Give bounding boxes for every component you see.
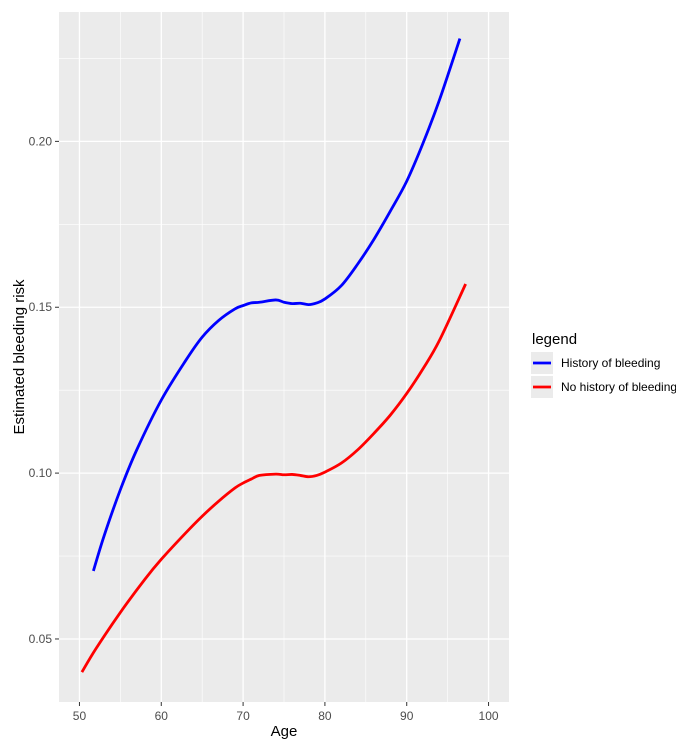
series-line-no-history-of-bleeding [80,283,467,673]
legend-title: legend [532,331,577,348]
y-tick-label: 0.15 [29,300,53,314]
x-tick-label: 80 [318,709,332,723]
y-tick-label: 0.10 [29,466,53,480]
series-lines [80,38,467,673]
legend-label-history-of-bleeding: History of bleeding [561,356,660,370]
minor-gridlines [59,12,509,702]
y-tick-label: 0.05 [29,632,53,646]
x-tick-label: 70 [236,709,250,723]
x-tick-label: 60 [155,709,169,723]
y-axis-title: Estimated bleeding risk [11,279,28,435]
x-axis-title: Age [271,723,298,739]
legend-label-no-history-of-bleeding: No history of bleeding [561,380,676,394]
legend: legend History of bleeding No history of … [531,331,676,398]
legend-items: History of bleeding No history of bleedin… [531,352,676,398]
x-axis: 50 60 70 80 90 100 [73,702,499,723]
series-line-history-of-bleeding [92,38,462,572]
x-tick-label: 90 [400,709,414,723]
y-tick-label: 0.20 [29,134,53,148]
major-gridlines [59,12,509,702]
x-tick-label: 100 [479,709,499,723]
y-axis: 0.05 0.10 0.15 0.20 [29,134,59,646]
x-tick-label: 50 [73,709,87,723]
